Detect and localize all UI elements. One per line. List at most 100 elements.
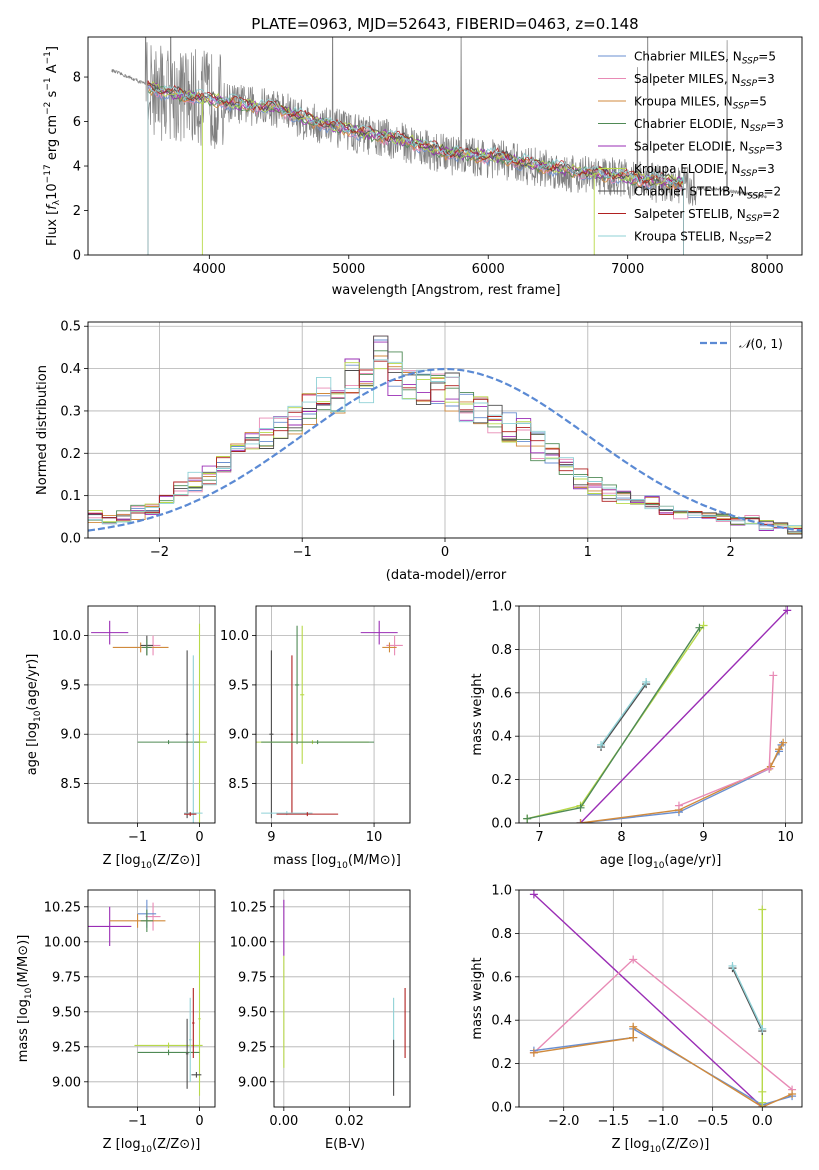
- weight-vs-Z-xtick-label: −2.0: [548, 1114, 580, 1129]
- mass-vs-Z-frame: [87, 889, 216, 1108]
- weight-vs-age-ytick-label: 0.4: [491, 730, 512, 745]
- age-vs-mass-xtick-label: 9: [267, 830, 275, 845]
- legend-entry: Kroupa MILES, NSSP=5: [634, 95, 767, 112]
- weight-Z-marker: [629, 955, 638, 964]
- weight-Z-marker: [758, 1098, 767, 1107]
- mass-vs-ebv-ytick-label: 10.00: [230, 935, 267, 950]
- residuals-xtick-label: −1: [293, 545, 312, 560]
- mass-vs-Z-errorbar: [185, 1018, 189, 1089]
- weight-age-line: [580, 744, 783, 823]
- mass-vs-ebv-ytick-label: 10.25: [230, 900, 267, 915]
- spectrum-plot-area: [111, 37, 768, 255]
- age-vs-mass-plot-area: [256, 606, 410, 823]
- spectrum-legend: Chabrier MILES, NSSP=5 Salpeter MILES, NS…: [598, 50, 784, 247]
- weight-vs-age-frame: [518, 605, 803, 824]
- weight-vs-age-xtick-label: 7: [535, 830, 543, 845]
- weight-vs-age-ytick-label: 0.6: [491, 686, 512, 701]
- weight-vs-age-xtick-label: 9: [699, 830, 707, 845]
- mass-vs-Z-errorbar: [137, 1049, 200, 1056]
- age-vs-mass-errorbar: [382, 642, 397, 653]
- age-vs-Z-frame: [87, 605, 216, 824]
- mass-vs-Z-errorbar: [88, 906, 132, 946]
- weight-Z-marker: [529, 890, 538, 899]
- mass-vs-Z-xtick-label: 0: [195, 1114, 203, 1129]
- age-vs-mass-errorbar: [276, 812, 339, 817]
- weight-vs-age-panel: 7 8 9 10 0.0 0.2 0.4 0.6 0.8 1.0 age [log10(age/yr…: [470, 600, 803, 871]
- age-vs-Z-ytick-label: 8.5: [60, 777, 81, 792]
- age-vs-mass-panel: 9 10 8.5 9.0 9.5 10.0 mass [log10(M/M⊙)]: [220, 605, 411, 871]
- weight-vs-age-xlabel: age [log10(age/yr)]: [600, 853, 722, 871]
- legend-entry: Chabrier ELODIE, NSSP=3: [634, 117, 784, 134]
- weight-vs-Z-xtick-label: −0.5: [697, 1114, 729, 1129]
- mass-vs-Z-errorbar: [188, 997, 192, 1082]
- weight-Z-marker: [758, 1024, 767, 1033]
- weight-vs-Z-plot-area: [519, 890, 802, 1107]
- weight-vs-age-xtick-label: 10: [777, 830, 794, 845]
- spectrum-ylabel: Flux [fλ10−17 erg cm−2 s−1 A−1]: [43, 46, 62, 246]
- spectrum-panel: 4000 5000 6000 7000 8000 0 2 4 6 8 wavelength [Ang…: [43, 36, 803, 298]
- age-vs-Z-xtick-label: 0: [195, 830, 203, 845]
- weight-age-marker: [695, 623, 704, 632]
- mass-vs-Z-errorbar: [191, 1072, 202, 1078]
- age-vs-mass-errorbar: [261, 740, 375, 745]
- mass-vs-ebv-ytick-label: 9.25: [238, 1040, 267, 1055]
- age-vs-Z-errorbar: [137, 740, 200, 745]
- legend-entry: Chabrier STELIB, NSSP=2: [634, 185, 781, 202]
- normal-curve: [88, 367, 802, 532]
- weight-age-marker: [775, 745, 784, 754]
- residuals-xtick-label: 1: [584, 545, 592, 560]
- residuals-xlabel: (data-model)/error: [386, 568, 507, 583]
- spectrum-ytick-label: 8: [73, 71, 81, 86]
- age-vs-Z-errorbar: [112, 642, 169, 653]
- mass-vs-ebv-panel: 0.00 0.02 9.00 9.25 9.50 9.75 10.00 10.25 E(B-V): [230, 889, 411, 1152]
- weight-vs-Z-panel: −2.0 −1.5 −1.0 −0.5 0.0 0.0 0.2 0.4 0.6 0.8 1.0 Z […: [470, 884, 803, 1155]
- mass-vs-Z-ytick-label: 9.75: [52, 970, 81, 985]
- age-vs-Z-xtick-label: −1: [128, 830, 147, 845]
- residuals-ytick-label: 0.0: [60, 532, 81, 547]
- residuals-panel: −2 −1 0 1 2 0.0 0.1 0.2 0.3 0.4 0.5 (data-model)/er…: [35, 320, 803, 583]
- legend-entry: Kroupa STELIB, NSSP=2: [634, 230, 772, 247]
- mass-vs-Z-errorbar: [140, 909, 154, 932]
- spectrum-model-line: [147, 85, 684, 255]
- spectrum-ytick-label: 0: [73, 249, 81, 264]
- weight-vs-age-ytick-label: 1.0: [491, 600, 512, 615]
- mass-vs-ebv-ytick-label: 9.50: [238, 1005, 267, 1020]
- weight-vs-Z-frame: [518, 889, 803, 1108]
- mass-vs-Z-xlabel: Z [log10(Z/Z⊙)]: [103, 1137, 201, 1155]
- age-vs-mass-ytick-label: 8.5: [228, 777, 249, 792]
- legend-entry: 𝒩(0, 1): [739, 337, 783, 351]
- weight-Z-marker: [728, 961, 737, 970]
- residuals-xtick-label: 2: [726, 545, 734, 560]
- legend-entry: Salpeter MILES, NSSP=3: [634, 72, 775, 89]
- mass-vs-Z-panel: −1 0 9.00 9.25 9.50 9.75 10.00 10.25 Z [log10(Z/…: [16, 889, 216, 1155]
- weight-age-marker: [769, 671, 778, 680]
- weight-vs-Z-xtick-label: 0.0: [752, 1114, 773, 1129]
- weight-Z-line: [731, 967, 763, 1032]
- spectrum-xtick-label: 7000: [611, 262, 644, 277]
- age-vs-Z-ytick-label: 10.0: [52, 629, 81, 644]
- age-vs-Z-errorbar: [184, 812, 197, 817]
- residuals-ytick-label: 0.1: [60, 489, 81, 504]
- age-vs-mass-errorbar: [300, 625, 305, 764]
- mass-vs-ebv-plot-area: [274, 890, 410, 1107]
- weight-vs-Z-xtick-label: −1.0: [647, 1114, 679, 1129]
- weight-vs-age-xtick-label: 8: [617, 830, 625, 845]
- mass-vs-Z-xtick-label: −1: [128, 1114, 147, 1129]
- mass-vs-Z-errorbar: [192, 988, 195, 1058]
- mass-vs-ebv-ytick-label: 9.00: [238, 1075, 267, 1090]
- weight-age-marker: [765, 764, 774, 773]
- spectrum-ytick-label: 4: [73, 160, 81, 175]
- spectrum-ytick-label: 6: [73, 115, 81, 130]
- figure-title: PLATE=0963, MJD=52643, FIBERID=0463, z=0…: [251, 15, 638, 33]
- residuals-xtick-label: 0: [441, 545, 449, 560]
- age-vs-Z-errorbar: [184, 655, 203, 823]
- weight-age-line: [600, 683, 647, 748]
- mass-vs-ebv-ytick-label: 9.75: [238, 970, 267, 985]
- weight-Z-line: [731, 965, 763, 1030]
- weight-vs-Z-ytick-label: 0.6: [491, 970, 512, 985]
- residuals-ytick-label: 0.4: [60, 362, 81, 377]
- weight-Z-marker: [629, 1033, 638, 1042]
- weight-age-marker: [576, 819, 585, 823]
- weight-vs-Z-ytick-label: 0.0: [491, 1101, 512, 1116]
